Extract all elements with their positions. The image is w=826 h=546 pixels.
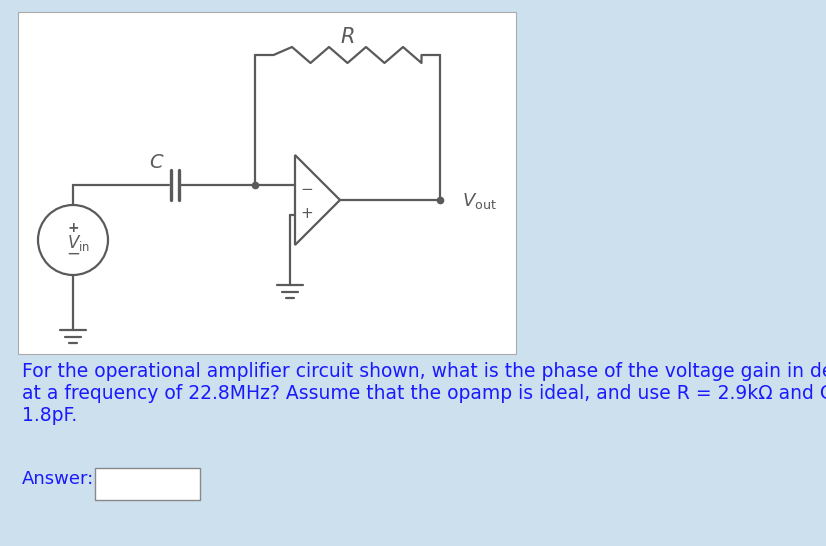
Text: +: + bbox=[67, 221, 78, 235]
Text: 1.8pF.: 1.8pF. bbox=[22, 406, 78, 425]
Text: $V_{\rm in}$: $V_{\rm in}$ bbox=[67, 233, 89, 253]
Text: $R$: $R$ bbox=[340, 27, 354, 47]
Text: at a frequency of 22.8MHz? Assume that the opamp is ideal, and use R = 2.9kΩ and: at a frequency of 22.8MHz? Assume that t… bbox=[22, 384, 826, 403]
Text: $-$: $-$ bbox=[301, 180, 314, 194]
Text: $+$: $+$ bbox=[301, 205, 314, 221]
Text: $C$: $C$ bbox=[150, 153, 164, 173]
Text: −: − bbox=[66, 245, 80, 263]
FancyBboxPatch shape bbox=[95, 468, 200, 500]
FancyBboxPatch shape bbox=[18, 12, 516, 354]
Text: $V_{\rm out}$: $V_{\rm out}$ bbox=[462, 191, 496, 211]
Text: For the operational amplifier circuit shown, what is the phase of the voltage ga: For the operational amplifier circuit sh… bbox=[22, 362, 826, 381]
Text: Answer:: Answer: bbox=[22, 470, 94, 488]
